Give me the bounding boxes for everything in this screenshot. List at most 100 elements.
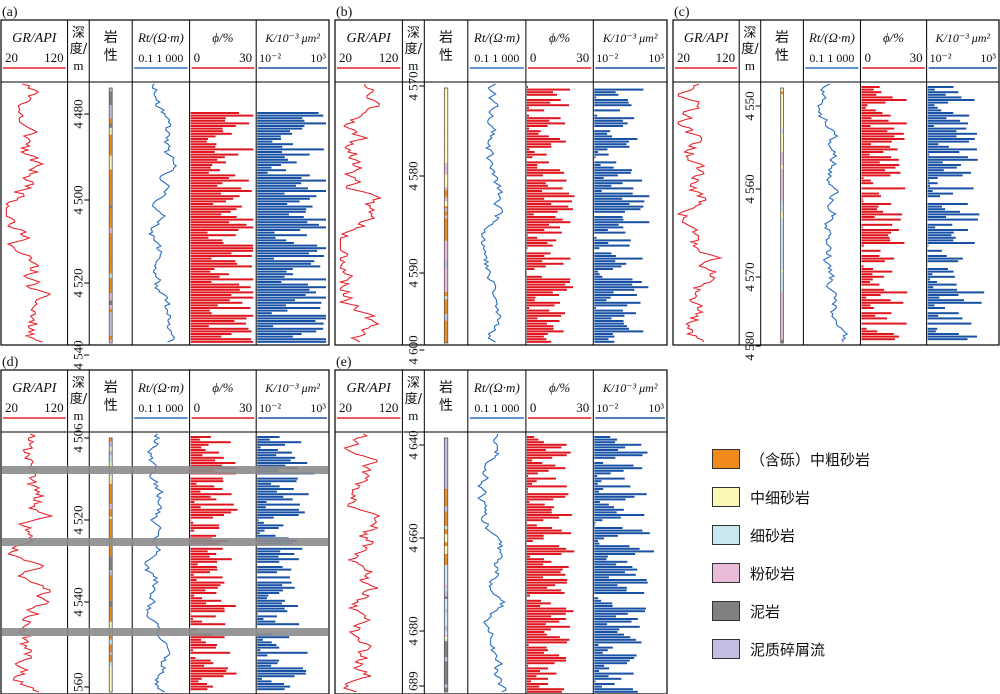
k-bar [257,503,300,506]
phi-bar [190,257,212,260]
phi-bar [190,464,222,467]
phi-header: ϕ/% [549,380,570,395]
k-bar [594,171,631,174]
k-bar [257,646,280,649]
litho-bed-fine [780,225,784,232]
depth-label: 4 570 [742,262,757,291]
litho-bed-silt [780,183,784,190]
gr-scale-max: 120 [379,50,399,65]
phi-bar [190,166,211,169]
phi-bar [190,558,232,561]
k-bar [257,449,278,451]
phi-bar [526,166,538,169]
k-bar [257,236,276,239]
litho-bed-medium [444,546,448,554]
k-bar [927,333,959,335]
litho-bed-fine [780,282,784,288]
phi-bar [526,203,552,205]
phi-bar [526,278,571,281]
phi-bar [861,187,906,190]
litho-bed-coarse [444,226,448,232]
k-bar [927,119,961,122]
phi-bar [526,309,550,312]
phi-bar [190,644,218,646]
litho-bed-fine [444,639,448,642]
phi-bar [526,529,562,532]
phi-bar [526,314,562,317]
litho-bed-medium [780,103,784,110]
phi-bar [861,216,875,218]
litho-bed-coarse [444,339,448,343]
phi-bar [190,164,213,166]
phi-bar [190,114,254,117]
litho-bed-silt [780,151,784,158]
depth-header-3: m [408,58,418,73]
phi-bar [190,307,251,309]
k-bar [257,119,305,122]
phi-bar [190,672,237,675]
litho-bed-medium [444,106,448,110]
k-bar [594,296,611,299]
phi-bar [526,638,570,641]
phi-bar [526,532,571,535]
k-bar [257,599,285,602]
phi-bar [190,299,230,302]
phi-bar [526,438,539,441]
rt-curve [148,83,178,343]
litho-bed-coarse [109,509,113,512]
k-bar [594,511,617,514]
k-bar [594,114,598,117]
litho-bed-medium [109,666,113,670]
k-bar [257,164,282,166]
phi-bar [861,148,898,151]
k-bar [257,143,293,146]
litho-bed-coarse [444,231,448,238]
litho-bed-medium [109,669,113,677]
phi-bar [526,195,575,198]
phi-bar [190,594,195,597]
litho-bed-fine [780,264,784,270]
rt-scale: 0.1 1 000 [474,401,519,415]
phi-bar [526,566,569,568]
phi-bar [526,477,557,480]
k-bar [257,127,303,130]
phi-bar [526,664,529,667]
phi-bar [861,330,878,333]
k-bar [594,599,602,602]
k-bar [257,636,290,639]
phi-bar [190,688,208,691]
litho-bed-medium [444,174,448,180]
k-bar [594,589,627,592]
k-bar [594,192,633,195]
k-bar [594,566,633,568]
phi-bar [190,511,232,514]
phi-bar [190,592,217,594]
k-bar [257,571,278,574]
depth-label: 4 540 [70,587,85,616]
k-bar [594,244,630,247]
k-bar [594,472,611,475]
gr-scale-min: 20 [677,50,690,65]
phi-bar [526,171,565,174]
k-bar [257,659,280,662]
litho-bed-debris [109,441,113,448]
litho-bed-fine [780,274,784,283]
litho-bed-fine [780,235,784,240]
k-bar [257,218,326,221]
k-bar [257,317,326,320]
k-bar [594,480,602,483]
k-bar [257,299,296,302]
litho-bed-coarse [444,237,448,241]
k-bar [927,153,930,156]
k-bar [594,524,596,527]
phi-bar [526,335,544,338]
k-bar [594,545,630,548]
phi-bar [526,312,566,315]
phi-header: ϕ/% [212,30,233,45]
phi-bar [190,568,218,571]
rt-curve [817,83,849,343]
phi-bar [526,226,560,229]
phi-bar [861,125,871,127]
k-bar [257,156,285,159]
phi-bar [861,195,881,198]
